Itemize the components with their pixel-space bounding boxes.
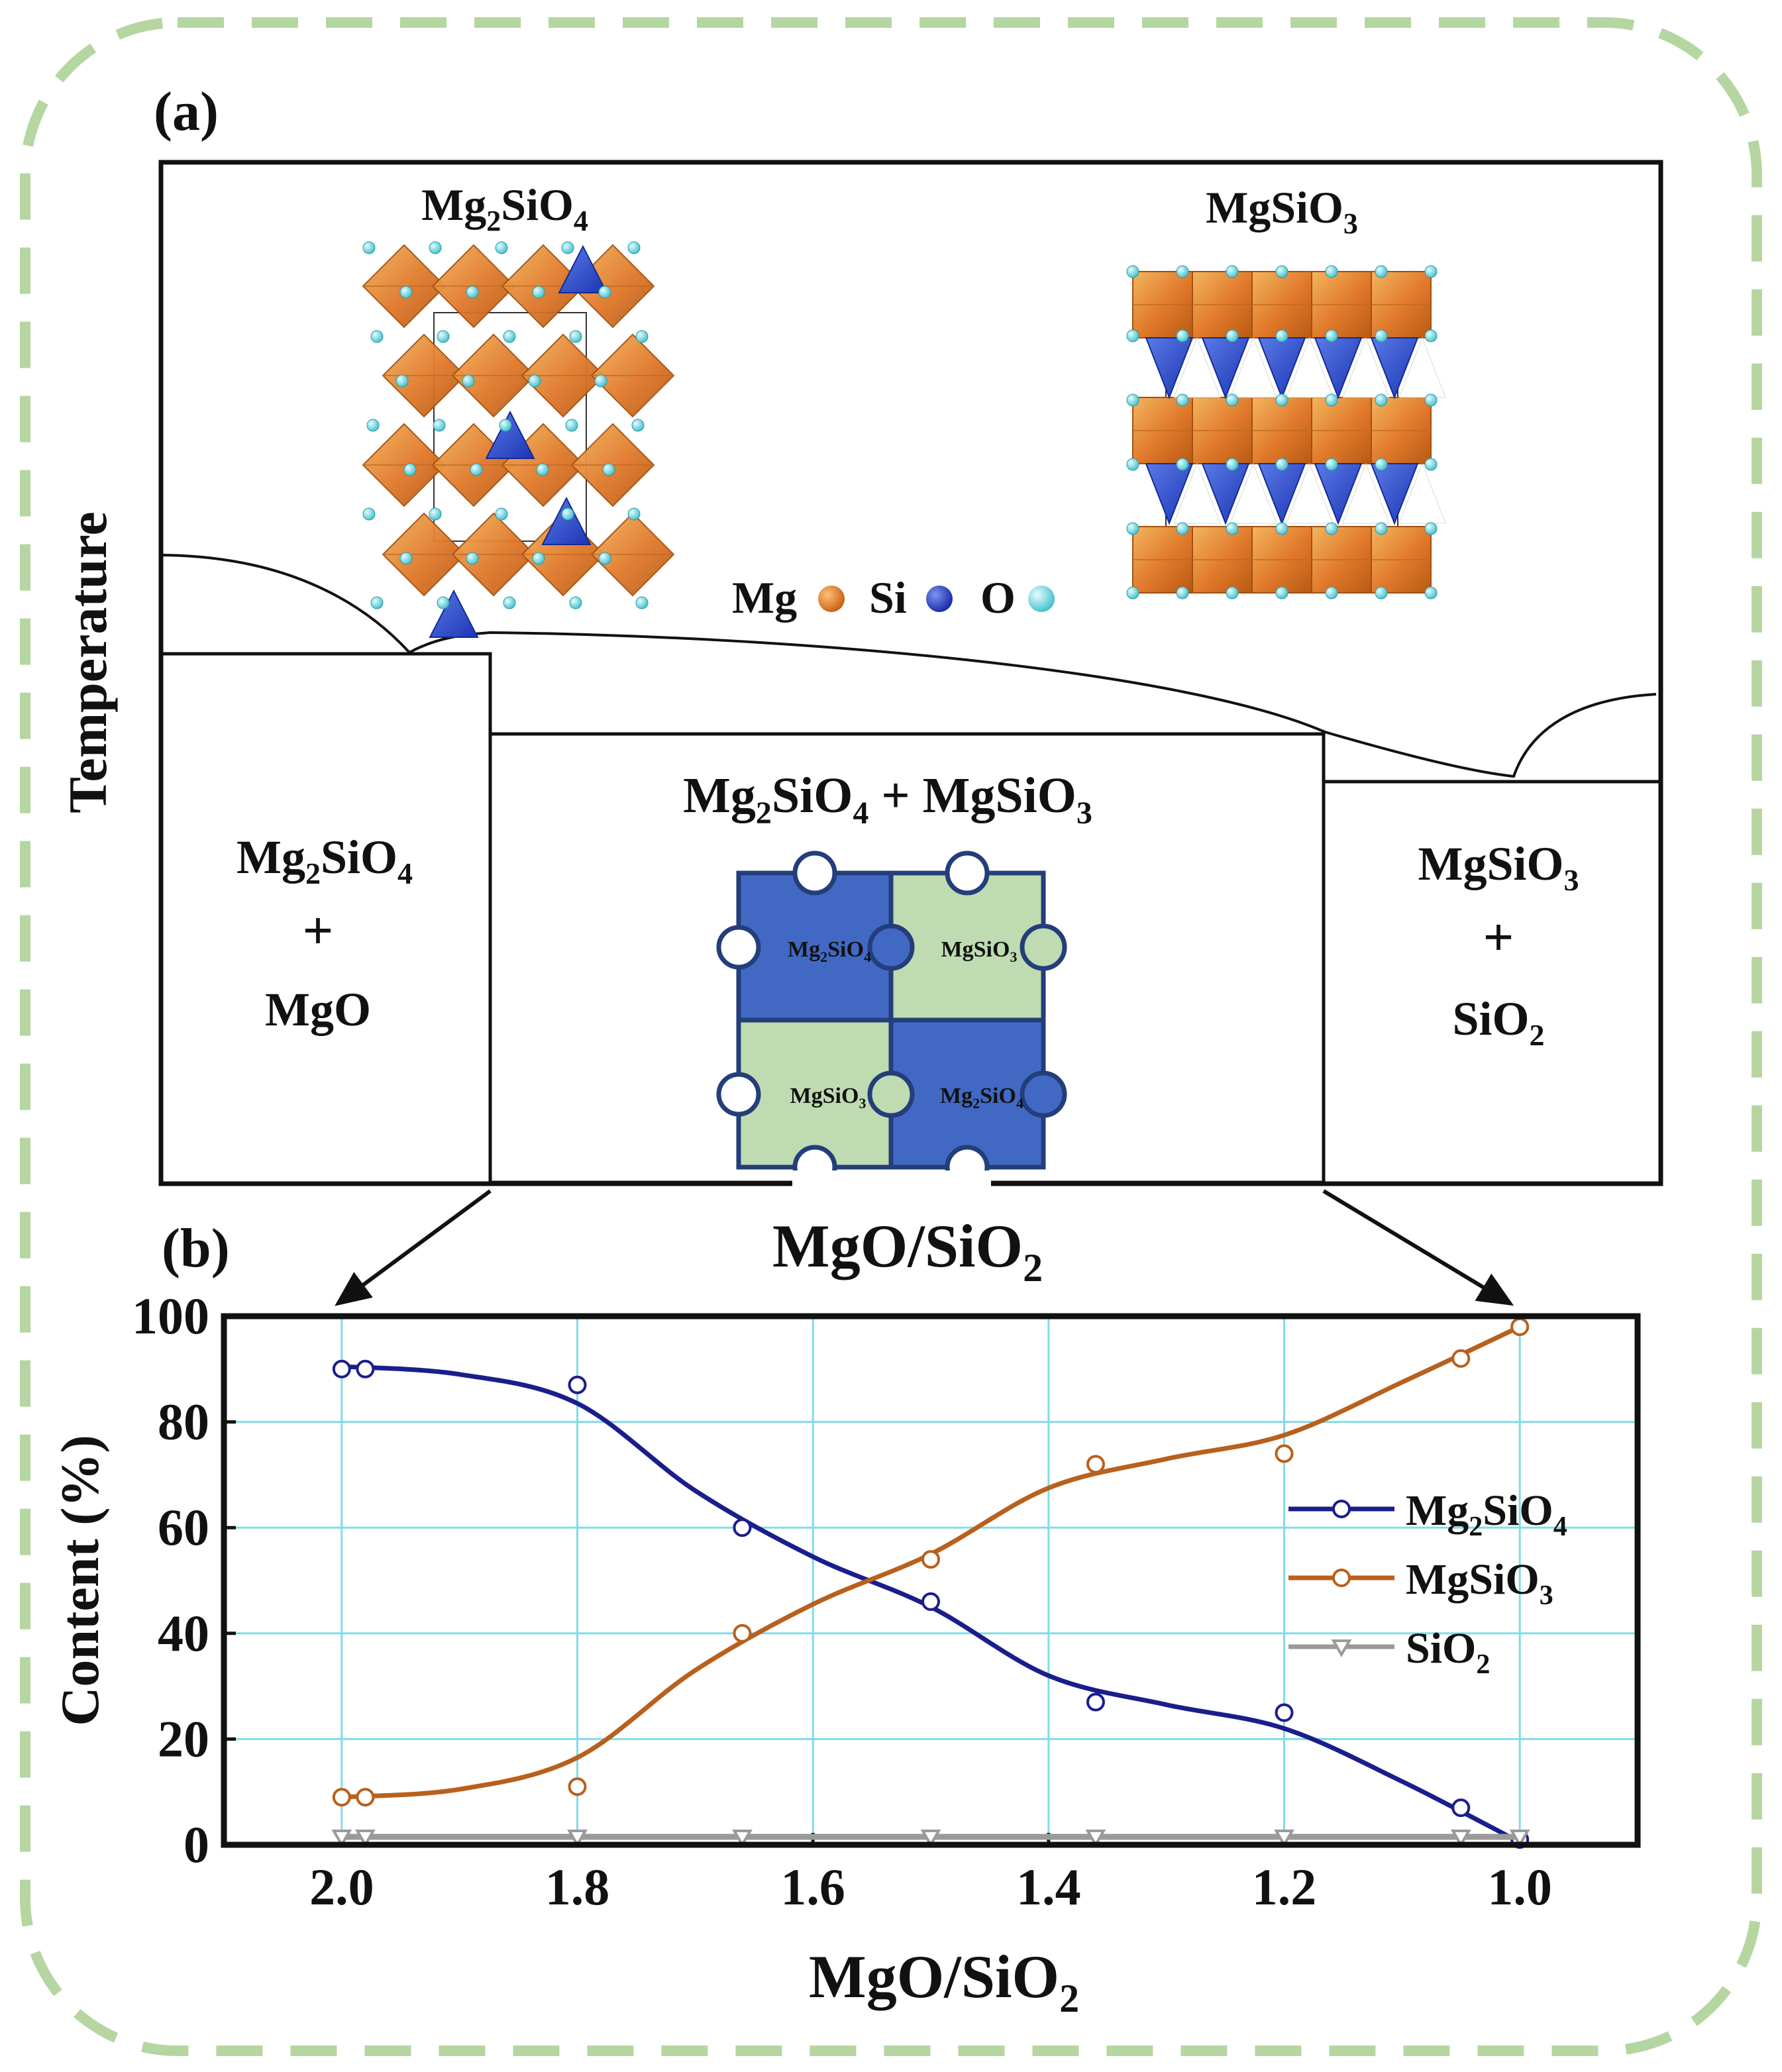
data-point-sio2 — [1450, 1830, 1471, 1848]
x-tick-label: 1.0 — [1487, 1858, 1552, 1916]
data-point-sio2 — [1085, 1830, 1106, 1848]
data-point-mg2sio4 — [356, 1359, 375, 1378]
series-mgsio3 — [332, 1317, 1530, 1807]
mg2sio4-crystal-structure-image — [362, 241, 675, 638]
phase-diagram: Temperature MgO/SiO2 Mg2SiO4 MgSiO3 Mg S… — [58, 160, 1663, 1306]
y-tick-label: 60 — [158, 1498, 209, 1556]
data-point-mgsio3 — [356, 1788, 375, 1807]
atom-legend-mg-label: Mg — [732, 572, 797, 623]
data-point-mgsio3 — [921, 1550, 940, 1569]
y-tick-label: 100 — [132, 1287, 209, 1345]
legend-label: MgSiO3 — [1406, 1555, 1553, 1611]
x-tick-label: 1.6 — [780, 1858, 845, 1916]
chart-legend: Mg2SiO4 MgSiO3 SiO2 — [1288, 1486, 1567, 1680]
series-sio2 — [331, 1830, 1530, 1848]
data-point-sio2 — [920, 1830, 941, 1848]
data-point-sio2 — [567, 1830, 588, 1848]
mgsio3-crystal-structure-image — [1126, 265, 1446, 599]
data-point-mg2sio4 — [568, 1375, 587, 1394]
data-point-mgsio3 — [733, 1624, 752, 1643]
x-tick-label: 1.2 — [1252, 1858, 1317, 1916]
liquidus-curve — [162, 554, 1657, 778]
svg-text:MgO: MgO — [265, 983, 371, 1036]
x-axis-label: MgO/SiO2 — [809, 1943, 1079, 2020]
x-tick-labels: 2.0 1.8 1.6 1.4 1.2 1.0 — [309, 1833, 1552, 1916]
data-point-sio2 — [1509, 1830, 1530, 1848]
data-point-mgsio3 — [568, 1777, 587, 1796]
y-tick-label: 80 — [158, 1393, 209, 1451]
data-point-sio2 — [331, 1830, 352, 1848]
puzzle-label-2: MgSiO3 — [941, 937, 1018, 965]
arrow-left — [335, 1189, 492, 1306]
data-point-sio2 — [732, 1830, 753, 1848]
data-point-mg2sio4 — [733, 1518, 752, 1537]
structure-title-mg2sio4: Mg2SiO4 — [421, 180, 588, 237]
x-axis-label-panel-a: MgO/SiO2 — [772, 1212, 1043, 1290]
y-tick-label: 0 — [183, 1816, 209, 1873]
structure-title-mgsio3: MgSiO3 — [1206, 182, 1358, 240]
data-point-mgsio3 — [1451, 1349, 1471, 1368]
svg-text:Mg2SiO4: Mg2SiO4 — [236, 831, 413, 890]
region-right-label: MgSiO3 + SiO2 — [1418, 837, 1579, 1052]
svg-text:MgSiO3: MgSiO3 — [1418, 837, 1579, 897]
legend-marker — [1332, 1569, 1351, 1587]
panel-b-label: (b) — [162, 1217, 230, 1279]
data-point-mgsio3 — [1275, 1444, 1294, 1463]
legend-label: SiO2 — [1406, 1624, 1490, 1680]
dashed-frame — [20, 17, 1762, 2056]
data-point-mg2sio4 — [332, 1359, 351, 1378]
atom-legend-o-label: O — [980, 572, 1016, 623]
series-mg2sio4 — [332, 1359, 1530, 1849]
svg-text:+: + — [1483, 907, 1514, 967]
data-point-mg2sio4 — [921, 1592, 940, 1611]
x-tick-label: 1.8 — [545, 1858, 610, 1916]
data-point-sio2 — [354, 1830, 376, 1848]
y-axis-label-temperature: Temperature — [58, 511, 118, 813]
mg-atom-icon — [818, 586, 845, 612]
legend-label: Mg2SiO4 — [1406, 1486, 1567, 1542]
puzzle-piece-3 — [736, 1017, 894, 1170]
si-atom-icon — [926, 586, 953, 612]
puzzle-label-1: Mg2SiO4 — [788, 937, 871, 965]
x-tick-label: 2.0 — [309, 1858, 374, 1916]
panel-a-label: (a) — [154, 81, 219, 142]
puzzle-illustration: Mg2SiO4 MgSiO3 MgSiO3 Mg2SiO4 — [716, 851, 1067, 1190]
o-atom-icon — [1028, 586, 1055, 612]
region-left-label: Mg2SiO4 + MgO — [236, 831, 413, 1036]
atom-legend: Mg Si O — [732, 572, 1055, 623]
data-point-mgsio3 — [1086, 1455, 1105, 1474]
data-point-mg2sio4 — [1086, 1692, 1105, 1712]
plot-frame — [221, 1313, 1641, 1848]
x-tick-label: 1.4 — [1016, 1858, 1081, 1916]
y-tick-label: 20 — [158, 1710, 209, 1767]
svg-text:+: + — [303, 900, 334, 960]
data-point-mgsio3 — [1510, 1317, 1530, 1336]
puzzle-label-4: Mg2SiO4 — [940, 1084, 1023, 1112]
arrow-right — [1322, 1189, 1514, 1306]
data-point-mg2sio4 — [1451, 1798, 1471, 1818]
puzzle-label-3: MgSiO3 — [790, 1084, 866, 1112]
atom-legend-si-label: Si — [869, 572, 907, 623]
legend-marker — [1331, 1639, 1352, 1658]
data-point-mgsio3 — [332, 1788, 351, 1807]
region-center-label: Mg2SiO4 + MgSiO3 — [683, 768, 1092, 831]
legend-marker — [1332, 1500, 1351, 1518]
data-point-sio2 — [1274, 1830, 1294, 1848]
content-line-chart: 2.0 1.8 1.6 1.4 1.2 1.0 0 20 40 60 80 100 MgO/SiO2 Co… — [50, 1287, 1641, 2020]
svg-text:SiO2: SiO2 — [1452, 992, 1544, 1052]
y-axis-label: Content (%) — [50, 1435, 110, 1726]
y-tick-label: 40 — [158, 1604, 209, 1662]
data-point-mg2sio4 — [1275, 1703, 1294, 1722]
y-tick-labels: 0 20 40 60 80 100 — [132, 1287, 236, 1873]
